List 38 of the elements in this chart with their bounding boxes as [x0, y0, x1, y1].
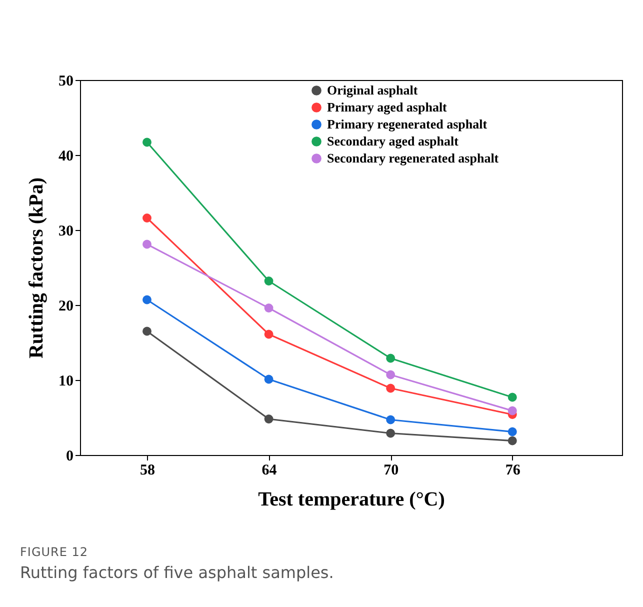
x-tick-label: 64	[262, 462, 278, 478]
point	[386, 428, 396, 438]
caption: FIGURE 12	[20, 545, 90, 559]
point	[264, 374, 274, 384]
y-tick-label: 20	[58, 298, 74, 314]
point	[142, 295, 152, 304]
text: Rutting factors of five asphalt samples.	[20, 563, 335, 582]
point	[508, 427, 517, 436]
point	[142, 326, 152, 336]
y-tick-label: 40	[58, 148, 74, 164]
point	[386, 354, 396, 363]
point	[386, 415, 396, 424]
point	[386, 384, 396, 393]
legend-label: Primary regenerated asphalt	[327, 116, 488, 132]
point	[508, 392, 517, 402]
x-tick-label: 76	[505, 462, 521, 478]
y-tick-label: 0	[66, 448, 74, 464]
point	[264, 414, 274, 424]
point	[142, 138, 152, 147]
y-tick-label: 50	[58, 74, 74, 90]
point	[264, 276, 274, 286]
point	[142, 240, 152, 249]
point	[264, 304, 274, 312]
x-tick-label: 58	[140, 462, 155, 478]
legend-label: Primary aged asphalt	[327, 100, 448, 114]
point	[508, 436, 517, 446]
point	[142, 214, 152, 222]
point	[386, 370, 396, 380]
point	[508, 406, 517, 416]
x-axis-title: Test temperature (°C)	[258, 488, 445, 510]
x-tick-label: 70	[384, 462, 399, 478]
y-axis-title: Rutting factors (kPa)	[26, 177, 48, 359]
legend-label: Secondary aged asphalt	[327, 134, 460, 148]
y-tick-label: 10	[58, 374, 74, 390]
legend-label: Secondary regenerated asphalt	[327, 150, 500, 166]
y-tick-label: 30	[58, 224, 74, 240]
point	[264, 330, 274, 339]
legend-label: Original asphalt	[327, 82, 418, 98]
